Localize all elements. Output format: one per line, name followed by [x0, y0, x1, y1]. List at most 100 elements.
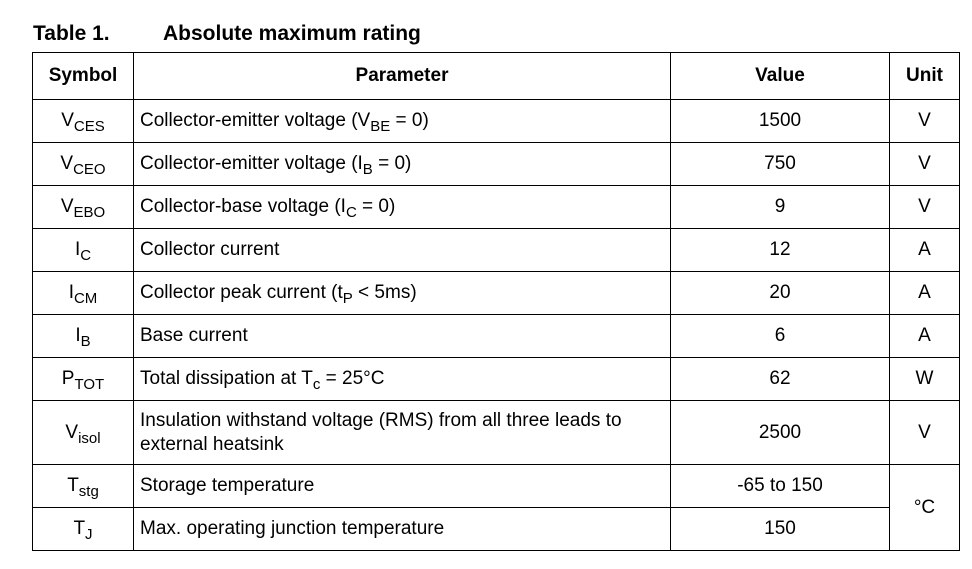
column-header: Value	[670, 52, 890, 100]
table-caption: Table 1. Absolute maximum rating	[33, 22, 421, 46]
unit-cell: V	[889, 142, 960, 186]
parameter-text: Collector-emitter voltage (V	[140, 110, 371, 131]
symbol: T	[67, 475, 79, 496]
symbol-cell: PTOT	[32, 357, 134, 401]
symbol-subscript: B	[80, 333, 91, 350]
parameter-subscript: C	[345, 204, 357, 221]
symbol-cell: IB	[32, 314, 134, 358]
symbol: I	[74, 239, 81, 260]
parameter-text: Collector-base voltage (I	[140, 196, 346, 217]
symbol-cell: Visol	[32, 400, 134, 465]
symbol: I	[68, 282, 74, 303]
table-row: Tstg Storage temperature -65 to 150 °C	[32, 464, 960, 551]
symbol-subscript: C	[80, 247, 92, 264]
parameter-cell: Base current	[133, 314, 671, 358]
parameter-cell: Collector-emitter voltage (IB = 0)	[133, 142, 671, 186]
parameter-cell: Max. operating junction temperature	[133, 507, 671, 551]
symbol-cell: ICM	[32, 271, 134, 315]
symbol-subscript: J	[85, 526, 93, 543]
table-number: Table 1.	[33, 22, 110, 45]
unit-cell: V	[889, 400, 960, 465]
table-head: Symbol Parameter Value Unit	[32, 52, 960, 100]
value-cell: 62	[670, 357, 890, 401]
unit-cell: V	[889, 99, 960, 143]
parameter-cell: Collector current	[133, 228, 671, 272]
header-row: Symbol Parameter Value Unit	[32, 52, 960, 100]
table-row: PTOT Total dissipation at Tc = 25°C 62 W	[32, 357, 960, 401]
symbol-subscript: EBO	[73, 204, 106, 221]
parameter-text: Collector-emitter voltage (I	[140, 153, 363, 174]
column-header: Symbol	[32, 52, 134, 100]
parameter-cell: Collector peak current (tP < 5ms)	[133, 271, 671, 315]
parameter-text: = 0)	[356, 196, 396, 217]
table-row: VEBO Collector-base voltage (IC = 0) 9 V	[32, 185, 960, 229]
parameter-text: Collector peak current (t	[140, 282, 343, 303]
parameter-subscript: B	[362, 161, 373, 178]
symbol: V	[60, 196, 74, 217]
symbol: V	[65, 421, 79, 443]
parameter-text: Insulation withstand voltage (RMS) from …	[140, 409, 622, 455]
symbol: V	[60, 153, 74, 174]
parameter-cell: Insulation withstand voltage (RMS) from …	[133, 400, 671, 465]
table-title: Absolute maximum rating	[163, 22, 421, 45]
table-row: TJ Max. operating junction temperature 150	[32, 507, 960, 551]
parameter-cell: Total dissipation at Tc = 25°C	[133, 357, 671, 401]
value-cell: 12	[670, 228, 890, 272]
symbol: V	[61, 110, 74, 131]
value-cell: 9	[670, 185, 890, 229]
column-header: Parameter	[133, 52, 671, 100]
value-cell: 750	[670, 142, 890, 186]
parameter-text: < 5ms)	[352, 282, 417, 303]
parameter-cell: Collector-base voltage (IC = 0)	[133, 185, 671, 229]
table-row: IC Collector current 12 A	[32, 228, 960, 272]
symbol-subscript: TOT	[74, 376, 105, 393]
table-row: VCES Collector-emitter voltage (VBE = 0) 1…	[32, 99, 960, 143]
parameter-cell: Storage temperature	[133, 464, 671, 508]
unit-cell: A	[889, 271, 960, 315]
symbol-cell: TJ	[32, 507, 134, 551]
parameter-text: = 0)	[372, 153, 412, 174]
value-cell: 150	[670, 507, 890, 551]
table-row: IB Base current 6 A	[32, 314, 960, 358]
ratings-table: Symbol Parameter Value Unit VCES Collector-e…	[32, 52, 960, 551]
symbol-cell: IC	[32, 228, 134, 272]
symbol: T	[73, 518, 86, 539]
parameter-text: Base current	[140, 325, 248, 346]
value-cell: 20	[670, 271, 890, 315]
parameter-text: = 0)	[390, 110, 429, 131]
symbol-subscript: stg	[78, 483, 99, 500]
unit-cell: V	[889, 185, 960, 229]
table-row: VCEO Collector-emitter voltage (IB = 0) 75…	[32, 142, 960, 186]
table-body: VCES Collector-emitter voltage (VBE = 0) 1…	[32, 99, 960, 551]
symbol-cell: VCES	[32, 99, 134, 143]
unit-cell: A	[889, 228, 960, 272]
unit-cell: °C	[889, 464, 960, 551]
value-cell: 6	[670, 314, 890, 358]
parameter-cell: Collector-emitter voltage (VBE = 0)	[133, 99, 671, 143]
symbol-cell: Tstg	[32, 464, 134, 508]
symbol: P	[61, 368, 75, 389]
table-row: ICM Collector peak current (tP < 5ms) 20 A	[32, 271, 960, 315]
symbol-cell: VCEO	[32, 142, 134, 186]
parameter-text: = 25°C	[320, 368, 385, 389]
column-header: Unit	[889, 52, 960, 100]
parameter-subscript: BE	[370, 118, 391, 135]
parameter-text: Total dissipation at T	[140, 368, 313, 389]
symbol: I	[75, 325, 81, 346]
value-cell: -65 to 150	[670, 464, 890, 508]
symbol-subscript: CES	[73, 118, 105, 135]
parameter-text: Storage temperature	[140, 475, 315, 496]
value-cell: 2500	[670, 400, 890, 465]
parameter-text: Max. operating junction temperature	[140, 518, 445, 539]
symbol-cell: VEBO	[32, 185, 134, 229]
symbol-subscript: isol	[78, 429, 101, 447]
unit-cell: A	[889, 314, 960, 358]
parameter-text: Collector current	[140, 239, 280, 260]
symbol-subscript: CEO	[73, 161, 106, 178]
symbol-subscript: CM	[73, 290, 98, 307]
parameter-subscript: P	[342, 290, 353, 307]
unit-cell: W	[889, 357, 960, 401]
value-cell: 1500	[670, 99, 890, 143]
parameter-subscript: c	[312, 376, 321, 393]
